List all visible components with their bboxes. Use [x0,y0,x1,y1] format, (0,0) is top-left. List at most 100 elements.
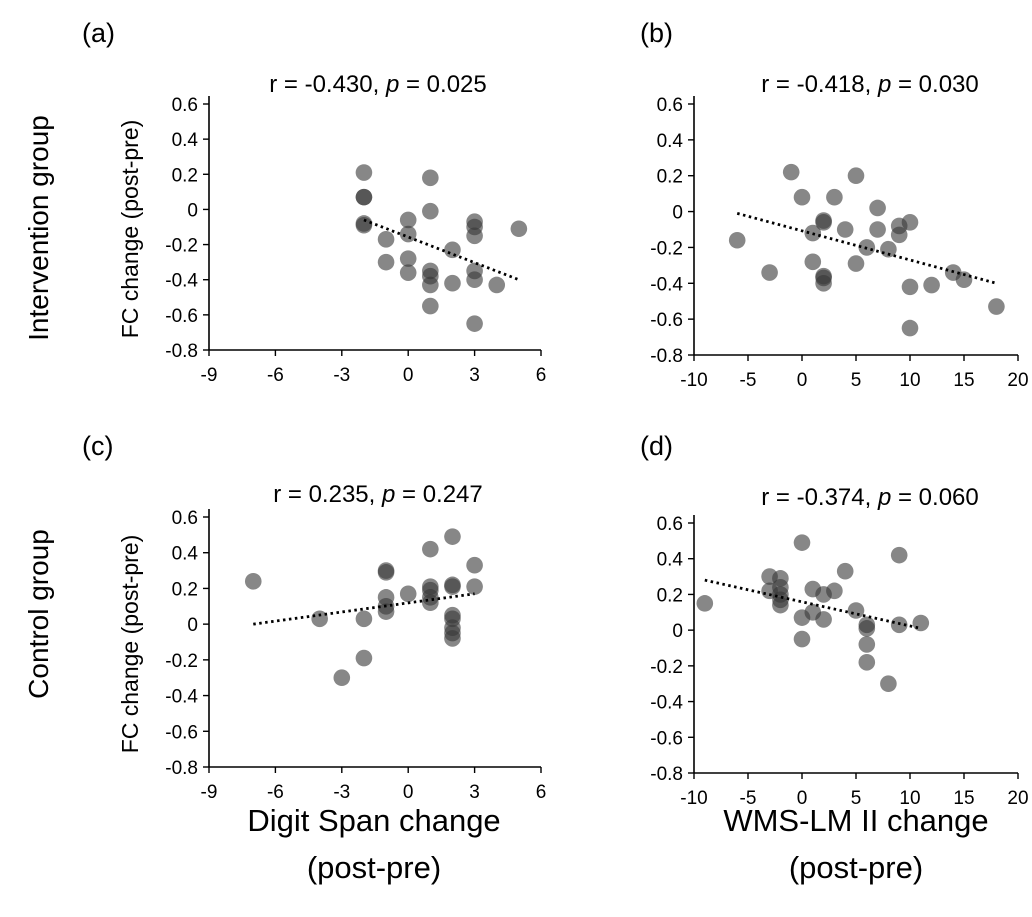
data-point [510,220,528,238]
y-tick-label: -0.8 [650,346,683,367]
data-point [311,610,328,628]
x-tick-label: 5 [851,788,862,809]
x-tick-label: 6 [536,365,547,386]
y-tick-label: -0.8 [165,758,198,779]
y-tick-label: -0.2 [650,238,683,259]
correlation-stat: r = 0.235, p = 0.247 [273,481,483,508]
data-point [847,255,865,272]
data-point [815,274,832,292]
row-label-control: Control group [23,529,54,699]
data-point [444,274,461,292]
x-tick-label: 0 [403,365,414,386]
data-point [901,278,919,296]
y-tick-label: -0.8 [650,764,683,785]
data-point [912,614,930,632]
data-point [869,199,886,217]
y-tick-label: 0 [672,203,683,224]
data-point [377,253,395,271]
chart-panel-1: (a) r = -0.430, p = 0.025 FC change (post-… [82,18,546,386]
y-tick-label: 0.6 [657,95,683,116]
data-point [858,636,876,653]
x-title-left-line1: Digit Span change [247,803,500,838]
data-point [793,534,811,551]
data-point [890,226,908,244]
data-point [377,603,395,620]
y-tick-label: 0.4 [172,544,199,565]
x-tick-label: -3 [333,782,350,803]
data-point [696,595,714,612]
x-tick-label: 10 [899,788,920,809]
data-point [836,221,854,238]
data-point [466,315,483,332]
y-tick-label: -0.2 [165,236,198,257]
x-tick-label: -5 [740,370,757,391]
y-tick-label: 0.4 [657,550,684,571]
y-tick-label: 0.4 [657,131,684,152]
x-tick-label: 15 [953,788,974,809]
x-tick-label: -5 [740,788,757,809]
data-point [422,202,439,220]
y-tick-label: 0.2 [657,585,683,606]
y-tick-label: 0 [187,615,198,636]
data-point [772,596,789,614]
y-tick-label: -0.2 [165,651,198,672]
data-point [422,594,439,612]
y-tick-label: -0.6 [165,722,198,743]
data-point [399,211,417,229]
x-tick-label: 0 [403,782,414,803]
data-point [815,611,832,628]
x-tick-label: 3 [469,365,480,386]
y-tick-label: 0.4 [172,130,199,151]
data-point [377,564,395,581]
x-tick-label: -10 [680,370,707,391]
panel-label: (a) [82,18,115,48]
panel-label: (c) [82,431,113,461]
y-tick-label: -0.6 [650,728,683,749]
data-point [422,297,439,315]
y-tick-label: -0.4 [650,274,683,295]
data-point [466,227,483,245]
y-tick-label: 0.2 [657,167,683,188]
data-point [923,276,940,294]
x-tick-label: 6 [536,782,547,803]
data-point [333,669,351,687]
trend-line [704,578,922,630]
data-point [901,319,919,337]
chart-panel-3: (c) r = 0.235, p = 0.247 FC change (post-p… [82,431,546,803]
x-title-right-line2: (post-pre) [789,850,923,885]
data-point [847,602,865,619]
data-point [988,298,1005,315]
y-tick-label: -0.8 [165,341,198,362]
data-point [399,585,417,603]
y-tick-label: 0.2 [172,579,198,600]
panel-label: (d) [640,431,673,461]
trend-line [736,212,997,285]
chart-panel-2: (b) r = -0.418, p = 0.030 -0.8 -0.6 -0.4 -0.2… [640,18,1029,391]
x-tick-label: 0 [797,788,808,809]
y-tick-label: -0.6 [650,310,683,331]
data-point [422,169,439,187]
y-tick-label: -0.4 [650,693,683,714]
y-tick-label: 0.6 [172,95,198,116]
y-axis-label: FC change (post-pre) [117,535,143,754]
row-label-intervention: Intervention group [23,115,54,341]
data-point [422,540,439,558]
correlation-stat: r = -0.430, p = 0.025 [269,71,487,98]
x-tick-label: -9 [201,365,218,386]
y-tick-label: -0.4 [165,271,198,292]
x-title-right-line1: WMS-LM II change [723,803,988,838]
data-point [466,271,483,289]
data-point [377,231,395,248]
data-point [399,225,417,243]
data-point [444,578,461,595]
data-point [955,271,973,289]
data-point [244,572,262,590]
data-point [466,578,483,595]
data-point [869,221,886,238]
data-point [847,167,865,185]
data-point [355,188,373,206]
correlation-stat: r = -0.374, p = 0.060 [761,484,979,511]
y-tick-label: 0 [672,621,683,642]
x-tick-label: 5 [851,370,862,391]
x-tick-label: -3 [333,365,350,386]
